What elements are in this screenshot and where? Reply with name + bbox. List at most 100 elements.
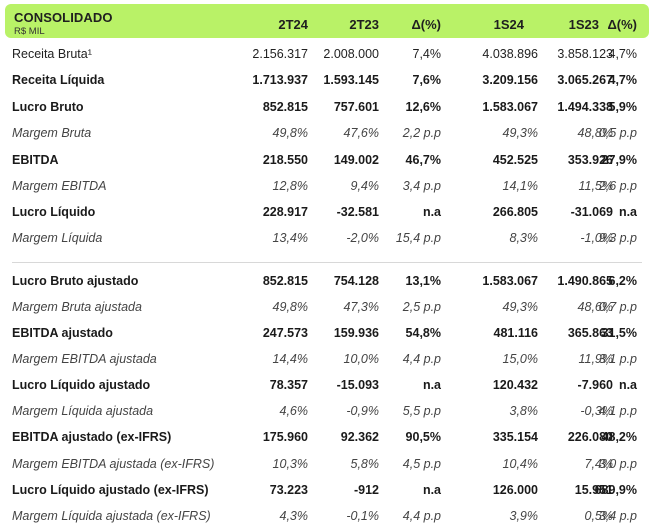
- row-value: 14,4%: [272, 352, 308, 366]
- table-row: Lucro Líquido ajustado (ex-IFRS) 73.223 -9…: [5, 477, 649, 503]
- row-value: 0,5%: [584, 509, 614, 523]
- row-value: 266.805: [492, 205, 538, 219]
- row-label: EBITDA: [12, 153, 59, 167]
- row-value: 47,3%: [343, 300, 379, 314]
- row-value: 11,9%: [578, 352, 613, 366]
- table-row: Lucro Líquido ajustado 78.357 -15.093 n.a 12…: [5, 372, 649, 398]
- row-value: 8,3%: [509, 231, 539, 245]
- row-value: 5,8%: [350, 457, 380, 471]
- row-value: 4,3%: [279, 509, 309, 523]
- row-label: EBITDA ajustado (ex-IFRS): [12, 430, 172, 444]
- row-label: Margem Bruta ajustada: [12, 300, 142, 314]
- row-label: Receita Bruta¹: [12, 47, 92, 61]
- row-value: 126.000: [492, 483, 538, 497]
- row-value: 4,7%: [608, 73, 638, 87]
- column-header-2t24: 2T24: [278, 17, 308, 32]
- row-value: 4,4 p.p: [402, 509, 441, 523]
- row-label: Margem EBITDA ajustada: [12, 352, 157, 366]
- row-value: n.a: [618, 205, 637, 219]
- row-value: 452.525: [492, 153, 538, 167]
- row-value: 47,6%: [343, 126, 379, 140]
- column-header-delta-semester: Δ(%): [607, 17, 637, 32]
- row-value: -7.960: [577, 378, 613, 392]
- table-header: CONSOLIDADO R$ MIL 2T24 2T23 Δ(%) 1S24 1…: [5, 4, 649, 38]
- row-value: 4,1 p.p: [598, 404, 637, 418]
- row-value: 49,8%: [272, 300, 308, 314]
- row-label: Margem Líquida ajustada: [12, 404, 154, 418]
- row-value: 4,4 p.p: [402, 352, 441, 366]
- row-value: 27,9%: [601, 153, 637, 167]
- row-value: 1.713.937: [252, 73, 308, 87]
- row-value: 73.223: [269, 483, 308, 497]
- row-value: 78.357: [269, 378, 308, 392]
- row-value: 7,6%: [412, 73, 442, 87]
- row-value: n.a: [422, 378, 441, 392]
- row-value: 2.008.000: [323, 47, 379, 61]
- row-value: 228.917: [262, 205, 308, 219]
- table-row: Margem EBITDA ajustada 14,4% 10,0% 4,4 p.p 1…: [5, 346, 649, 372]
- table-row: Margem EBITDA ajustada (ex-IFRS) 10,3% 5,8…: [5, 451, 649, 477]
- row-value: n.a: [618, 378, 637, 392]
- row-label: Lucro Líquido ajustado: [12, 378, 151, 392]
- table-row: Receita Líquida 1.713.937 1.593.145 7,6% 3.2…: [5, 67, 649, 93]
- row-value: 92.362: [340, 430, 379, 444]
- row-value: 10,3%: [272, 457, 308, 471]
- row-value: 46,7%: [405, 153, 441, 167]
- row-value: 4,7%: [608, 47, 638, 61]
- row-value: n.a: [422, 205, 441, 219]
- row-label: Lucro Bruto: [12, 100, 84, 114]
- row-label: Lucro Líquido: [12, 205, 96, 219]
- row-value: -15.093: [336, 378, 379, 392]
- row-label: EBITDA ajustado: [12, 326, 113, 340]
- row-value: 7,4%: [412, 47, 442, 61]
- row-value: 7,4%: [584, 457, 614, 471]
- table-row: Margem Bruta ajustada 49,8% 47,3% 2,5 p.p 49…: [5, 294, 649, 320]
- table-row: EBITDA ajustado (ex-IFRS) 175.960 92.362 90…: [5, 424, 649, 450]
- table-row: EBITDA 218.550 149.002 46,7% 452.525 353.926 2…: [5, 147, 649, 173]
- row-value: 1.593.145: [323, 73, 379, 87]
- row-value: 3,1 p.p: [598, 352, 637, 366]
- row-value: 120.432: [492, 378, 538, 392]
- row-value: 9,3 p.p: [598, 231, 637, 245]
- row-value: 852.815: [262, 274, 308, 288]
- row-value: 3,9%: [509, 509, 539, 523]
- row-value: 1.494.338: [557, 100, 613, 114]
- row-value: 10,4%: [502, 457, 538, 471]
- row-value: 159.936: [333, 326, 379, 340]
- row-value: 757.601: [333, 100, 379, 114]
- row-value: 852.815: [262, 100, 308, 114]
- column-header-1s24: 1S24: [493, 17, 524, 32]
- row-value: 3,0 p.p: [598, 457, 637, 471]
- row-value: 10,0%: [343, 352, 379, 366]
- row-value: 2.156.317: [252, 47, 308, 61]
- row-value: 218.550: [262, 153, 308, 167]
- row-value: 5,9%: [608, 100, 638, 114]
- row-value: 754.128: [333, 274, 379, 288]
- row-value: 12,8%: [272, 179, 308, 193]
- row-label: Margem EBITDA ajustada (ex-IFRS): [12, 457, 215, 471]
- section-divider: [12, 262, 642, 263]
- table-row: Margem EBITDA 12,8% 9,4% 3,4 p.p 14,1% 11,5% 2…: [5, 173, 649, 199]
- row-value: 689,9%: [594, 483, 637, 497]
- row-value: 4,5 p.p: [402, 457, 441, 471]
- row-value: -912: [353, 483, 379, 497]
- row-value: 175.960: [262, 430, 308, 444]
- row-value: 54,8%: [405, 326, 441, 340]
- table-row: Margem Líquida ajustada 4,6% -0,9% 5,5 p.p 3…: [5, 398, 649, 424]
- row-value: 1.490.865: [557, 274, 613, 288]
- row-label: Margem Líquida ajustada (ex-IFRS): [12, 509, 211, 523]
- row-value: 15,0%: [502, 352, 538, 366]
- row-value: 2,6 p.p: [598, 179, 637, 193]
- column-header-2t23: 2T23: [349, 17, 379, 32]
- table-row: Margem Bruta 49,8% 47,6% 2,2 p.p 49,3% 48,8% 0…: [5, 120, 649, 146]
- row-value: 3.209.156: [482, 73, 538, 87]
- row-value: 353.926: [567, 153, 613, 167]
- table-row: Lucro Bruto 852.815 757.601 12,6% 1.583.067 1…: [5, 94, 649, 120]
- table-row: EBITDA ajustado 247.573 159.936 54,8% 481.11…: [5, 320, 649, 346]
- row-value: 15,4 p.p: [395, 231, 441, 245]
- row-value: 15.951: [574, 483, 613, 497]
- table-row: Lucro Bruto ajustado 852.815 754.128 13,1% 1…: [5, 268, 649, 294]
- row-value: 6,2%: [608, 274, 638, 288]
- row-value: 0,5 p.p: [598, 126, 637, 140]
- row-value: 12,6%: [405, 100, 441, 114]
